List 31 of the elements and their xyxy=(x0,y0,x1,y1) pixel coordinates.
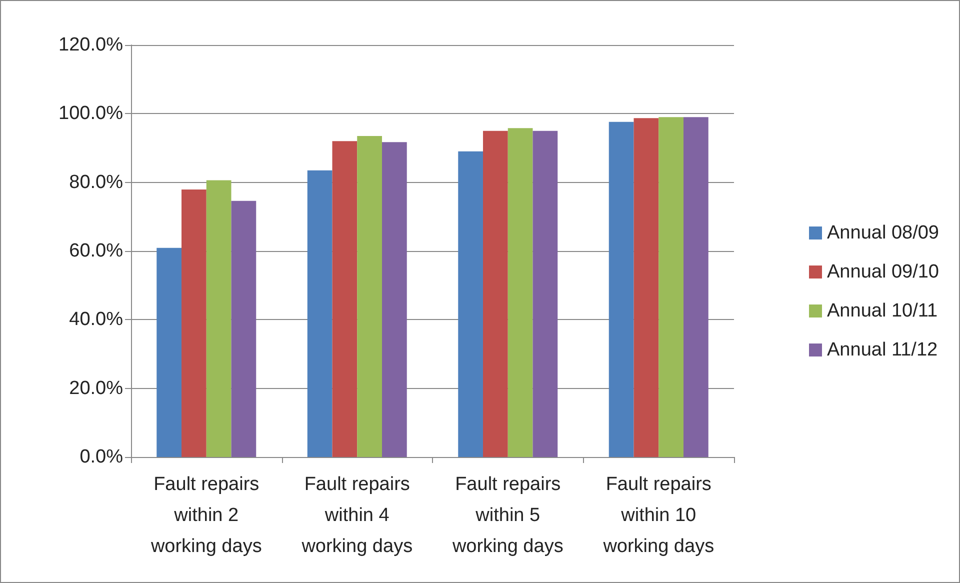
bar xyxy=(231,200,256,457)
legend-label: Annual 10/11 xyxy=(827,300,938,322)
bar xyxy=(206,180,232,457)
bar xyxy=(608,122,634,457)
y-tick-label: 120.0% xyxy=(58,34,124,56)
y-tick-label: 20.0% xyxy=(69,378,124,399)
bar xyxy=(382,142,407,457)
x-tick-label: Fault repairs within 2 working days xyxy=(150,474,262,557)
x-tick-label: Fault repairs within 4 working days xyxy=(300,474,413,557)
bar xyxy=(508,128,533,457)
bar xyxy=(182,190,206,457)
bar xyxy=(658,117,684,457)
bar xyxy=(307,170,332,457)
bar xyxy=(634,118,659,457)
y-tick-label: 40.0% xyxy=(69,309,124,330)
legend-label: Annual 09/10 xyxy=(827,262,940,282)
bar xyxy=(332,141,358,457)
x-tick-label: Fault repairs within 10 working days xyxy=(602,474,714,557)
bar xyxy=(458,151,483,457)
bar xyxy=(357,136,382,457)
y-tick-label: 0.0% xyxy=(80,446,124,468)
y-tick-label: 60.0% xyxy=(69,240,124,262)
x-tick-label: Fault repairs within 5 working days xyxy=(451,474,564,557)
bar xyxy=(684,117,708,457)
bar xyxy=(532,130,558,457)
legend-label: Annual 11/12 xyxy=(827,340,938,360)
bar xyxy=(483,130,508,457)
bar xyxy=(156,248,182,457)
legend-label: Annual 08/09 xyxy=(827,222,940,244)
y-tick-label: 80.0% xyxy=(69,172,124,193)
y-tick-label: 100.0% xyxy=(58,103,124,124)
